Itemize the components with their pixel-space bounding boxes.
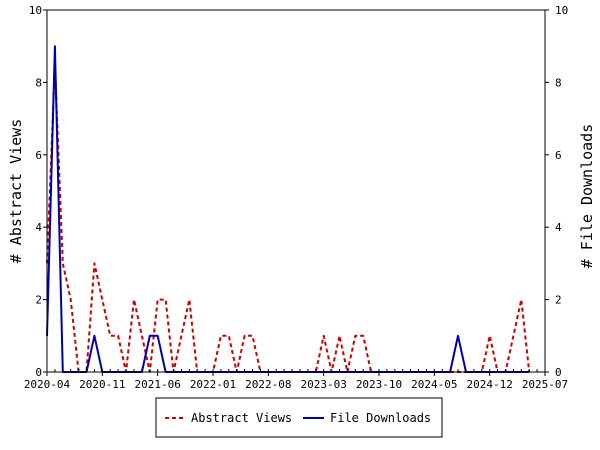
y-left-tick-label: 0 (35, 366, 42, 379)
x-tick-label: 2024-05 (411, 378, 457, 391)
y-right-tick-label: 10 (555, 4, 568, 17)
y-right-tick-label: 4 (555, 221, 562, 234)
legend: Abstract Views File Downloads (155, 397, 443, 438)
plot-background (47, 10, 545, 372)
y-right-tick-label: 6 (555, 149, 562, 162)
ticks-layer: 2020-04 2020-11 2021-06 2022-01 2022-08 2023-… (24, 4, 568, 391)
legend-label-abstract-views: Abstract Views (191, 411, 292, 425)
x-tick-label: 2020-04 (24, 378, 71, 391)
x-tick-label: 2022-01 (190, 378, 236, 391)
legend-box (155, 397, 443, 438)
x-tick-label: 2023-10 (356, 378, 402, 391)
series-line-abstract-views (46, 63, 531, 373)
plot-area (47, 10, 545, 372)
x-tick-label: 2024-12 (466, 378, 512, 391)
x-tick-label: 2023-03 (300, 378, 346, 391)
plot-frame (46, 9, 546, 373)
y-right-tick-label: 0 (555, 366, 562, 379)
x-tick-label: 2025-07 (522, 378, 568, 391)
axes-layer (46, 9, 546, 373)
x-tick-label: 2020-11 (79, 378, 125, 391)
y-left-tick-label: 6 (35, 149, 42, 162)
y-axis-right-title: # File Downloads (578, 124, 596, 269)
x-tick-label: 2021-06 (134, 378, 180, 391)
y-axis-left-title: # Abstract Views (7, 119, 25, 264)
y-right-tick-label: 2 (555, 294, 562, 307)
x-tick-label: 2022-08 (245, 378, 291, 391)
y-right-tick-label: 8 (555, 76, 562, 89)
y-left-tick-label: 8 (35, 76, 42, 89)
y-left-tick-label: 2 (35, 294, 42, 307)
y-left-tick-label: 10 (29, 4, 42, 17)
y-left-tick-label: 4 (35, 221, 42, 234)
legend-label-file-downloads: File Downloads (330, 411, 431, 425)
